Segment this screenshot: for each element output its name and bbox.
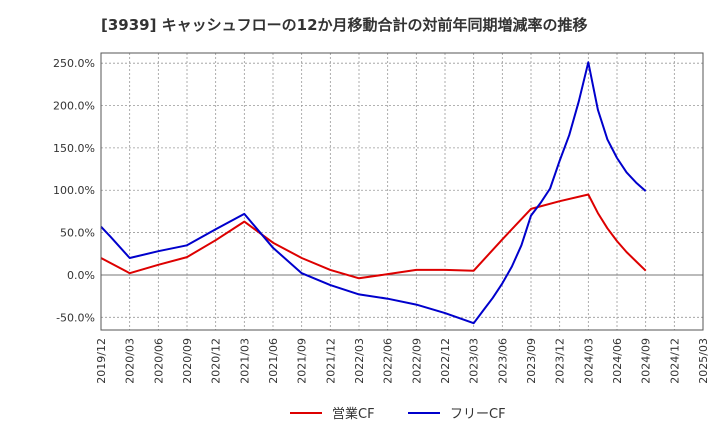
x-tick-label: 2022/09 xyxy=(410,338,423,384)
x-tick-label: 2021/09 xyxy=(296,338,309,384)
legend-label: 営業CF xyxy=(332,406,375,422)
series-line-free-cf xyxy=(100,61,647,325)
y-tick-label: 100.0% xyxy=(53,184,95,197)
grid xyxy=(100,53,704,330)
y-tick-label: 200.0% xyxy=(53,100,95,113)
x-tick-label: 2022/12 xyxy=(439,338,452,384)
x-tick-label: 2023/12 xyxy=(554,338,567,384)
x-tick-label: 2024/03 xyxy=(582,338,595,384)
x-tick-label: 2025/03 xyxy=(697,338,710,384)
y-tick-label: 0.0% xyxy=(67,269,95,282)
y-tick-label: 150.0% xyxy=(53,142,95,155)
x-tick-label: 2023/09 xyxy=(525,338,538,384)
y-axis: -50.0% 0.0% 50.0% 100.0% 150.0% 200.0% 250.0% xyxy=(53,57,95,324)
y-tick-label: 50.0% xyxy=(60,227,95,240)
x-tick-label: 2019/12 xyxy=(95,338,108,384)
x-tick-label: 2021/03 xyxy=(238,338,251,384)
x-tick-label: 2024/09 xyxy=(640,338,653,384)
x-tick-label: 2024/06 xyxy=(611,338,624,384)
x-tick-label: 2022/06 xyxy=(382,338,395,384)
series-layer xyxy=(100,61,647,325)
x-tick-label: 2020/03 xyxy=(124,338,137,384)
x-tick-label: 2023/06 xyxy=(496,338,509,384)
x-tick-label: 2022/03 xyxy=(353,338,366,384)
chart-title: [3939] キャッシュフローの12か月移動合計の対前年同期増減率の推移 xyxy=(101,16,588,34)
x-tick-label: 2021/12 xyxy=(324,338,337,384)
legend-label: フリーCF xyxy=(450,407,506,422)
x-tick-label: 2020/09 xyxy=(181,338,194,384)
legend: 営業CF フリーCF xyxy=(290,406,506,422)
x-tick-label: 2020/12 xyxy=(210,338,223,384)
y-tick-label: 250.0% xyxy=(53,57,95,70)
series-line-operating-cf xyxy=(100,193,647,280)
x-axis: 2019/12 2020/03 2020/06 2020/09 2020/12 2021/… xyxy=(95,338,710,384)
x-tick-label: 2021/06 xyxy=(267,338,280,384)
x-tick-label: 2020/06 xyxy=(152,338,165,384)
x-tick-label: 2024/12 xyxy=(668,338,681,384)
x-tick-label: 2023/03 xyxy=(468,338,481,384)
plot-frame xyxy=(100,52,704,331)
y-tick-label: -50.0% xyxy=(56,311,95,324)
